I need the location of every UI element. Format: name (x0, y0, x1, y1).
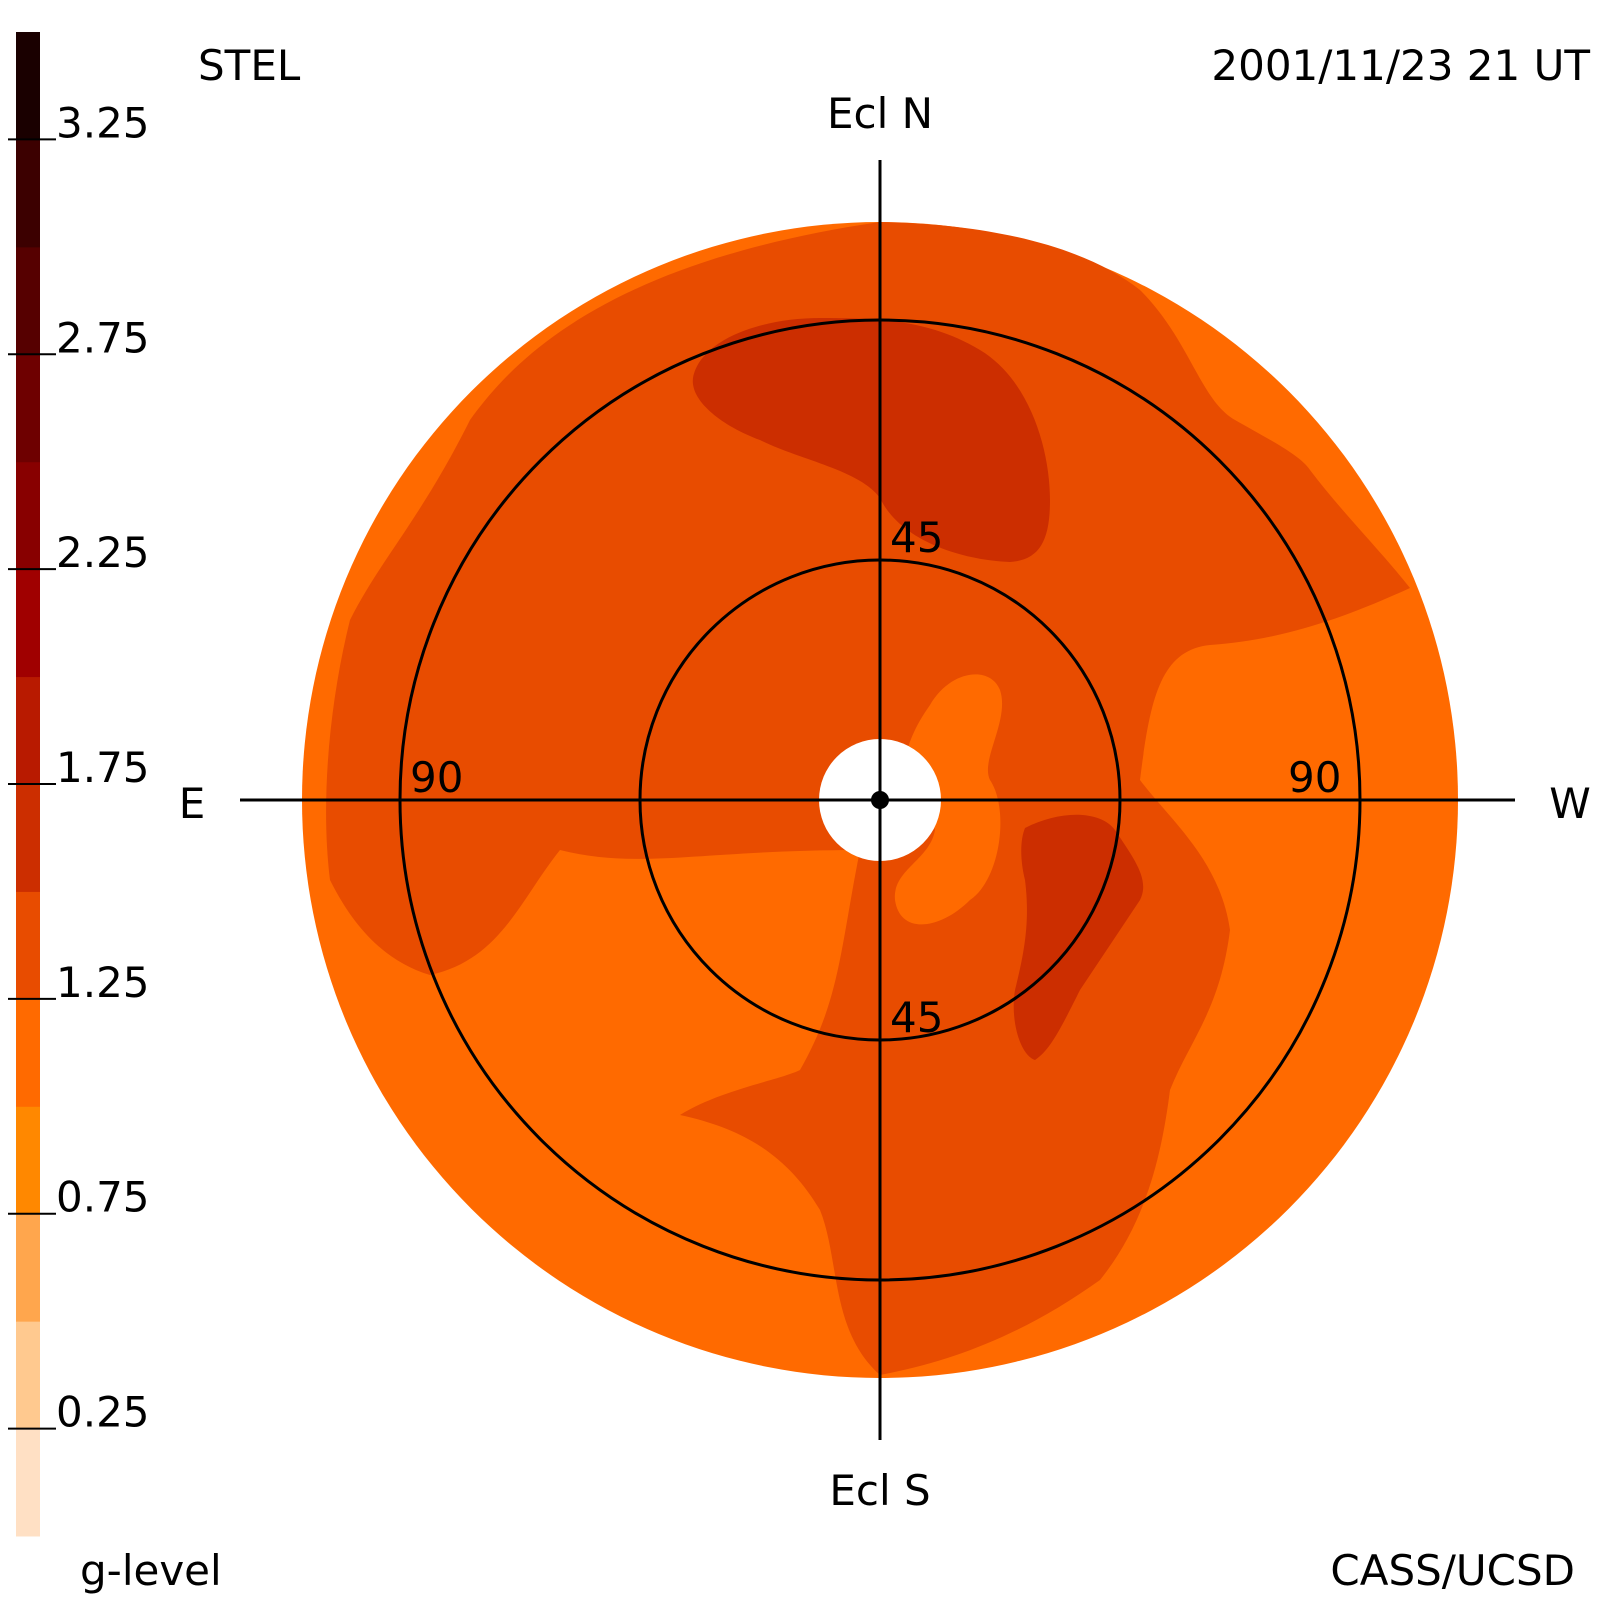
colorbar-segment (16, 891, 40, 1000)
colorbar-segment (16, 139, 40, 248)
colorbar (16, 32, 40, 1537)
direction-west-label: W (1549, 779, 1591, 828)
colorbar-segment (16, 784, 40, 892)
colorbar-segment (16, 676, 40, 785)
colorbar-tick-label: 3.25 (56, 98, 150, 147)
colorbar-segment (16, 246, 40, 355)
colorbar-label: g-level (80, 1546, 222, 1595)
sun-center-dot (871, 791, 889, 809)
credit-label: CASS/UCSD (1330, 1546, 1575, 1595)
direction-east-label: E (179, 779, 206, 828)
colorbar-segment (16, 1321, 40, 1430)
colorbar-tick-label: 0.25 (56, 1388, 150, 1437)
disk-north-enhancement (692, 318, 1050, 562)
ring-90-west-label: 90 (1288, 753, 1341, 802)
colorbar-tick-label: 2.75 (56, 313, 150, 362)
colorbar-segment (16, 1213, 40, 1322)
colorbar-tick-label: 1.25 (56, 958, 150, 1007)
colorbar-tick-label: 0.75 (56, 1173, 150, 1222)
colorbar-segment (16, 1106, 40, 1215)
colorbar-tick-label: 2.25 (56, 528, 150, 577)
colorbar-ticks: 0.25 0.75 1.25 1.75 2.25 2.75 3.25 (8, 98, 150, 1437)
colorbar-segment (16, 1428, 40, 1537)
colorbar-segment (16, 32, 40, 140)
ring-45-north-label: 45 (890, 513, 943, 562)
direction-south-label: Ecl S (829, 1466, 930, 1515)
colorbar-segment (16, 998, 40, 1107)
colorbar-segment (16, 461, 40, 570)
colorbar-segment (16, 569, 40, 678)
timestamp-label: 2001/11/23 21 UT (1211, 41, 1590, 90)
direction-north-label: Ecl N (827, 89, 933, 138)
observatory-label: STEL (198, 41, 301, 90)
ring-90-east-label: 90 (410, 753, 463, 802)
colorbar-tick-label: 1.75 (56, 743, 150, 792)
ring-45-south-label: 45 (890, 993, 943, 1042)
colorbar-segment (16, 354, 40, 463)
